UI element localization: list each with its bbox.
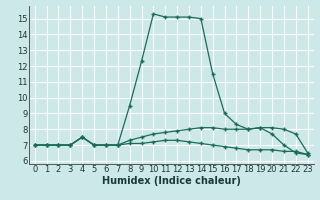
X-axis label: Humidex (Indice chaleur): Humidex (Indice chaleur)	[102, 176, 241, 186]
